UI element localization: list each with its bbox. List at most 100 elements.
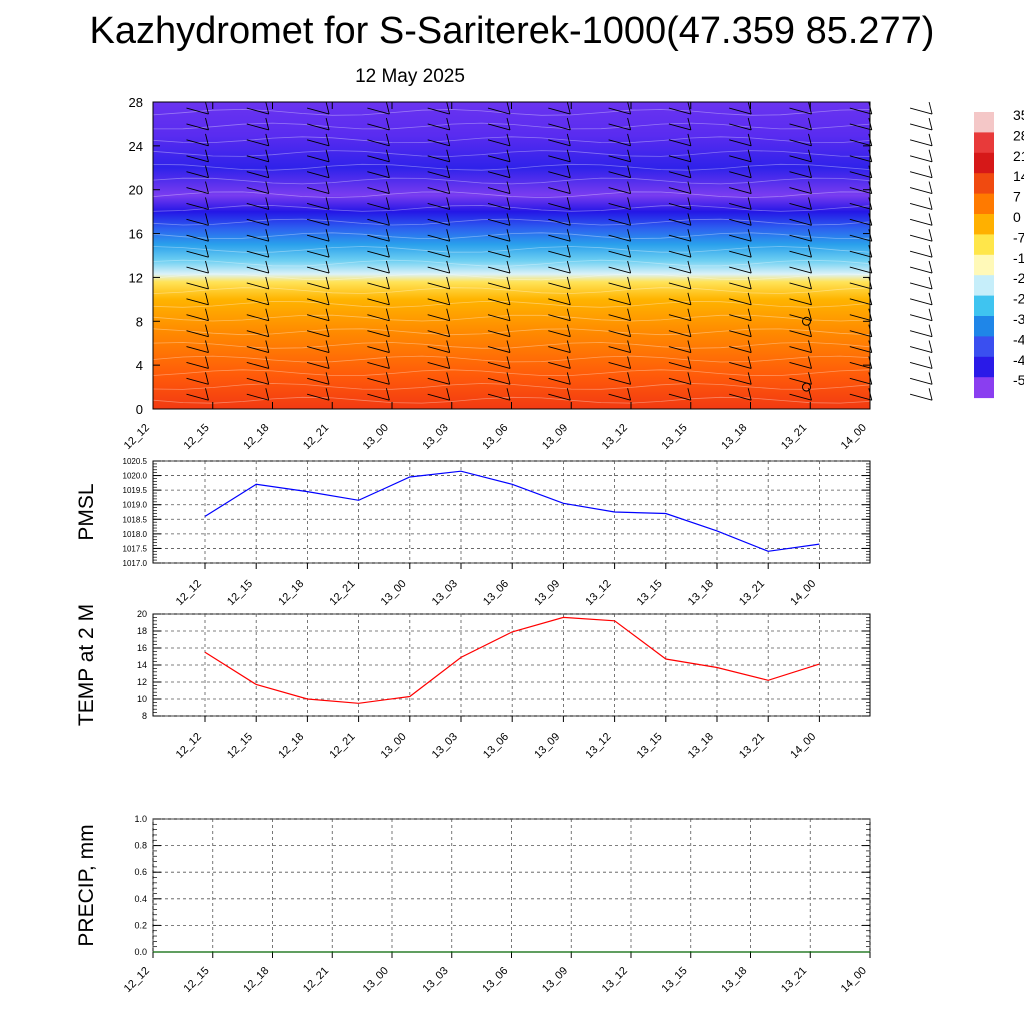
x-tick-label: 12_21 (301, 422, 331, 452)
wind-barb (909, 165, 933, 179)
wind-barb (729, 388, 752, 401)
colorbar-swatch (974, 214, 994, 235)
wind-barb (306, 276, 330, 290)
chart-subtitle: 12 May 2025 (355, 66, 465, 87)
x-tick-label: 14_00 (788, 731, 818, 761)
wind-barb (668, 308, 692, 322)
contour-line (152, 355, 871, 363)
wind-barb (246, 276, 270, 290)
y-tick-label: 1018.5 (123, 515, 148, 524)
wind-barb (608, 372, 632, 385)
wind-barb (427, 356, 451, 369)
wind-barb (186, 356, 209, 369)
wind-barb (789, 197, 812, 210)
y-tick-label: 14 (137, 660, 147, 670)
wind-barb (427, 149, 451, 163)
wind-barb (729, 324, 752, 338)
wind-barb (608, 229, 632, 242)
wind-barb (548, 229, 571, 242)
wind-barb (548, 276, 571, 290)
colorbar-swatch (974, 234, 994, 256)
wind-barb (789, 181, 812, 194)
x-tick-label: 12_21 (327, 731, 357, 761)
wind-barb (367, 340, 390, 353)
y-tick-label: 0.2 (134, 920, 147, 930)
wind-barb (909, 340, 933, 353)
wind-barb (427, 213, 451, 226)
wind-barb (789, 133, 812, 147)
wind-barb (608, 356, 632, 369)
x-tick-label: 12_18 (276, 731, 306, 761)
wind-barb (427, 308, 451, 322)
wind-barb (668, 165, 692, 179)
wind-barb (186, 197, 209, 210)
wind-barb (668, 372, 692, 385)
x-tick-label: 12_15 (182, 965, 212, 995)
wind-barb (306, 117, 330, 131)
wind-barb (246, 149, 270, 163)
x-tick-label: 13_15 (635, 731, 665, 761)
wind-barb (608, 149, 632, 163)
wind-barb (427, 117, 451, 131)
wind-barb (729, 117, 752, 131)
wind-barb (548, 292, 571, 306)
x-tick-label: 12_15 (225, 578, 255, 608)
wind-barb (427, 181, 451, 194)
colorbar-swatch (974, 254, 994, 276)
wind-barb (246, 213, 270, 226)
wind-barb (246, 117, 270, 131)
x-tick-label: 12_12 (122, 965, 152, 995)
wind-barb (367, 213, 390, 226)
y-tick-label: 1020.0 (123, 472, 148, 481)
wind-barb (427, 324, 451, 338)
colorbar-label: -42 (1013, 331, 1024, 347)
wind-barb (608, 117, 632, 131)
wind-barb (306, 229, 330, 242)
wind-barb (668, 229, 692, 242)
wind-barb (487, 165, 511, 179)
y-tick-label: 1018.0 (123, 530, 148, 539)
y-tick-label: 1017.5 (123, 544, 148, 553)
wind-barb (608, 308, 632, 322)
x-tick-label: 12_12 (174, 578, 204, 608)
wind-barb (367, 165, 390, 179)
wind-barb (909, 229, 933, 242)
wind-barb (909, 260, 933, 274)
y-tick-label: 0.6 (134, 867, 147, 877)
wind-barb (668, 213, 692, 226)
y-tick-label: 1020.5 (123, 457, 148, 466)
x-tick-label: 13_12 (583, 731, 613, 761)
x-tick-label: 12_21 (301, 965, 331, 995)
wind-barb (427, 133, 451, 147)
wind-barb (306, 260, 330, 274)
wind-barb (909, 388, 933, 401)
wind-barb (427, 340, 451, 353)
wind-barb (186, 340, 209, 353)
wind-barb (306, 372, 330, 385)
wind-barb (487, 276, 511, 290)
y-tick-label: 0 (136, 402, 143, 417)
wind-barb (729, 149, 752, 163)
colorbar-swatch (974, 275, 994, 297)
y-tick-label: 8 (136, 314, 143, 329)
wind-barb (427, 101, 451, 115)
wind-barb (487, 197, 511, 210)
x-tick-label: 12_15 (182, 422, 212, 452)
x-tick-label: 13_15 (660, 965, 690, 995)
wind-barb (186, 133, 209, 147)
heatmap-panel: 0 4 8 12 16 20 24 28 12_12 12_15 12_18 12_21 13_00 13… (122, 95, 1024, 452)
contour-line (152, 314, 871, 322)
wind-barb (909, 213, 933, 226)
wind-barb (186, 324, 209, 338)
x-tick-label: 13_12 (583, 578, 613, 608)
wind-barb (367, 292, 390, 306)
wind-barb (427, 260, 451, 274)
x-tick-label: 13_06 (481, 731, 511, 761)
wind-barb (186, 117, 209, 131)
wind-barb (186, 149, 209, 163)
y-tick-label: 1.0 (134, 814, 147, 824)
wind-barb (306, 101, 330, 115)
wind-barb (367, 149, 390, 163)
x-tick-label: 13_03 (421, 965, 451, 995)
x-tick-label: 12_12 (174, 731, 204, 761)
